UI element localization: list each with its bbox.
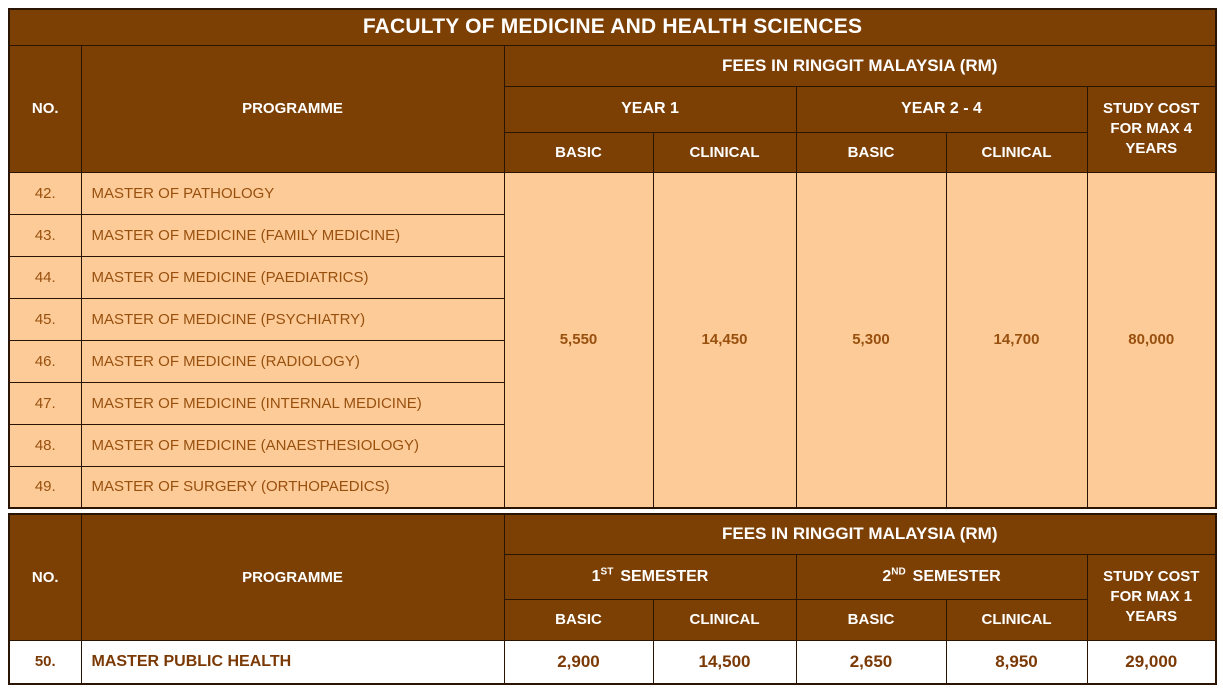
- col-header-no: NO.: [8, 44, 82, 173]
- col-group-year2-4: YEAR 2 - 4: [795, 85, 1088, 133]
- col-header-sem2-clinical: CLINICAL: [945, 598, 1088, 641]
- table-row: 42. MASTER OF PATHOLOGY 5,550 14,450 5,3…: [8, 171, 1217, 509]
- sem1-label: SEMESTER: [620, 567, 709, 585]
- fee-sem2-basic: 2,650: [795, 639, 947, 685]
- fees-table-semester-based: NO. PROGRAMME FEES IN RINGGIT MALAYSIA (…: [8, 513, 1218, 685]
- sem2-number: 2: [882, 567, 892, 585]
- col-header-year1-clinical: CLINICAL: [652, 131, 797, 173]
- table-row: 50. MASTER PUBLIC HEALTH 2,900 14,500 2,…: [8, 639, 1217, 685]
- col-group-sem2: 2ND SEMESTER: [795, 553, 1088, 600]
- table-row: 47. MASTER OF MEDICINE (INTERNAL MEDICIN…: [8, 381, 1216, 425]
- fee-sem1-clinical: 14,500: [652, 639, 797, 685]
- row-number: 48.: [8, 423, 82, 467]
- col-header-study-cost: STUDY COST FOR MAX 1 YEARS: [1086, 553, 1217, 641]
- col-header-sem1-clinical: CLINICAL: [652, 598, 797, 641]
- col-header-programme: PROGRAMME: [80, 513, 505, 641]
- programme-name: MASTER OF MEDICINE (ANAESTHESIOLOGY): [80, 423, 505, 467]
- table-row: 46. MASTER OF MEDICINE (RADIOLOGY): [8, 339, 1216, 383]
- table-row: 43. MASTER OF MEDICINE (FAMILY MEDICINE): [8, 213, 1216, 257]
- programme-name: MASTER OF MEDICINE (FAMILY MEDICINE): [80, 213, 505, 257]
- col-header-year1-basic: BASIC: [503, 131, 654, 173]
- col-header-year2-clinical: CLINICAL: [945, 131, 1088, 173]
- table-row: 49. MASTER OF SURGERY (ORTHOPAEDICS): [8, 465, 1216, 509]
- sem2-ordinal-suffix: ND: [891, 566, 906, 578]
- row-number: 49.: [8, 465, 82, 509]
- col-group-year1: YEAR 1: [503, 85, 797, 133]
- row-number: 47.: [8, 381, 82, 425]
- table-row: 45. MASTER OF MEDICINE (PSYCHIATRY): [8, 297, 1216, 341]
- col-header-programme: PROGRAMME: [80, 44, 505, 173]
- row-number: 43.: [8, 213, 82, 257]
- fee-year1-clinical: 14,450: [652, 171, 797, 509]
- fee-year2-clinical: 14,700: [945, 171, 1088, 509]
- fee-sem1-basic: 2,900: [503, 639, 654, 685]
- sem2-label: SEMESTER: [912, 567, 1001, 585]
- fee-study-cost: 29,000: [1086, 639, 1217, 685]
- col-header-study-cost: STUDY COST FOR MAX 4 YEARS: [1086, 85, 1217, 173]
- fee-year1-basic: 5,550: [503, 171, 654, 509]
- col-group-sem1: 1ST SEMESTER: [503, 553, 797, 600]
- faculty-title: FACULTY OF MEDICINE AND HEALTH SCIENCES: [8, 8, 1217, 46]
- col-header-sem1-basic: BASIC: [503, 598, 654, 641]
- col-header-year2-basic: BASIC: [795, 131, 947, 173]
- programme-name: MASTER OF MEDICINE (INTERNAL MEDICINE): [80, 381, 505, 425]
- programme-name: MASTER PUBLIC HEALTH: [80, 639, 505, 685]
- fee-study-cost: 80,000: [1086, 171, 1217, 509]
- programme-name: MASTER OF PATHOLOGY: [80, 171, 505, 215]
- row-number: 42.: [8, 171, 82, 215]
- fees-table-year-based: FACULTY OF MEDICINE AND HEALTH SCIENCES …: [8, 8, 1217, 509]
- row-number: 50.: [8, 639, 82, 685]
- fee-year2-basic: 5,300: [795, 171, 947, 509]
- programme-name: MASTER OF MEDICINE (PAEDIATRICS): [80, 255, 505, 299]
- row-number: 46.: [8, 339, 82, 383]
- programme-name: MASTER OF MEDICINE (PSYCHIATRY): [80, 297, 505, 341]
- sem1-number: 1: [591, 567, 601, 585]
- row-number: 44.: [8, 255, 82, 299]
- table-row: 44. MASTER OF MEDICINE (PAEDIATRICS): [8, 255, 1216, 299]
- sem1-ordinal-suffix: ST: [600, 566, 614, 578]
- programme-name: MASTER OF MEDICINE (RADIOLOGY): [80, 339, 505, 383]
- fees-banner: FEES IN RINGGIT MALAYSIA (RM): [503, 513, 1217, 555]
- programme-name: MASTER OF SURGERY (ORTHOPAEDICS): [80, 465, 505, 509]
- fee-sem2-clinical: 8,950: [945, 639, 1088, 685]
- table-row: 48. MASTER OF MEDICINE (ANAESTHESIOLOGY): [8, 423, 1216, 467]
- row-number: 45.: [8, 297, 82, 341]
- fees-banner: FEES IN RINGGIT MALAYSIA (RM): [503, 44, 1217, 87]
- col-header-sem2-basic: BASIC: [795, 598, 947, 641]
- col-header-no: NO.: [8, 513, 82, 641]
